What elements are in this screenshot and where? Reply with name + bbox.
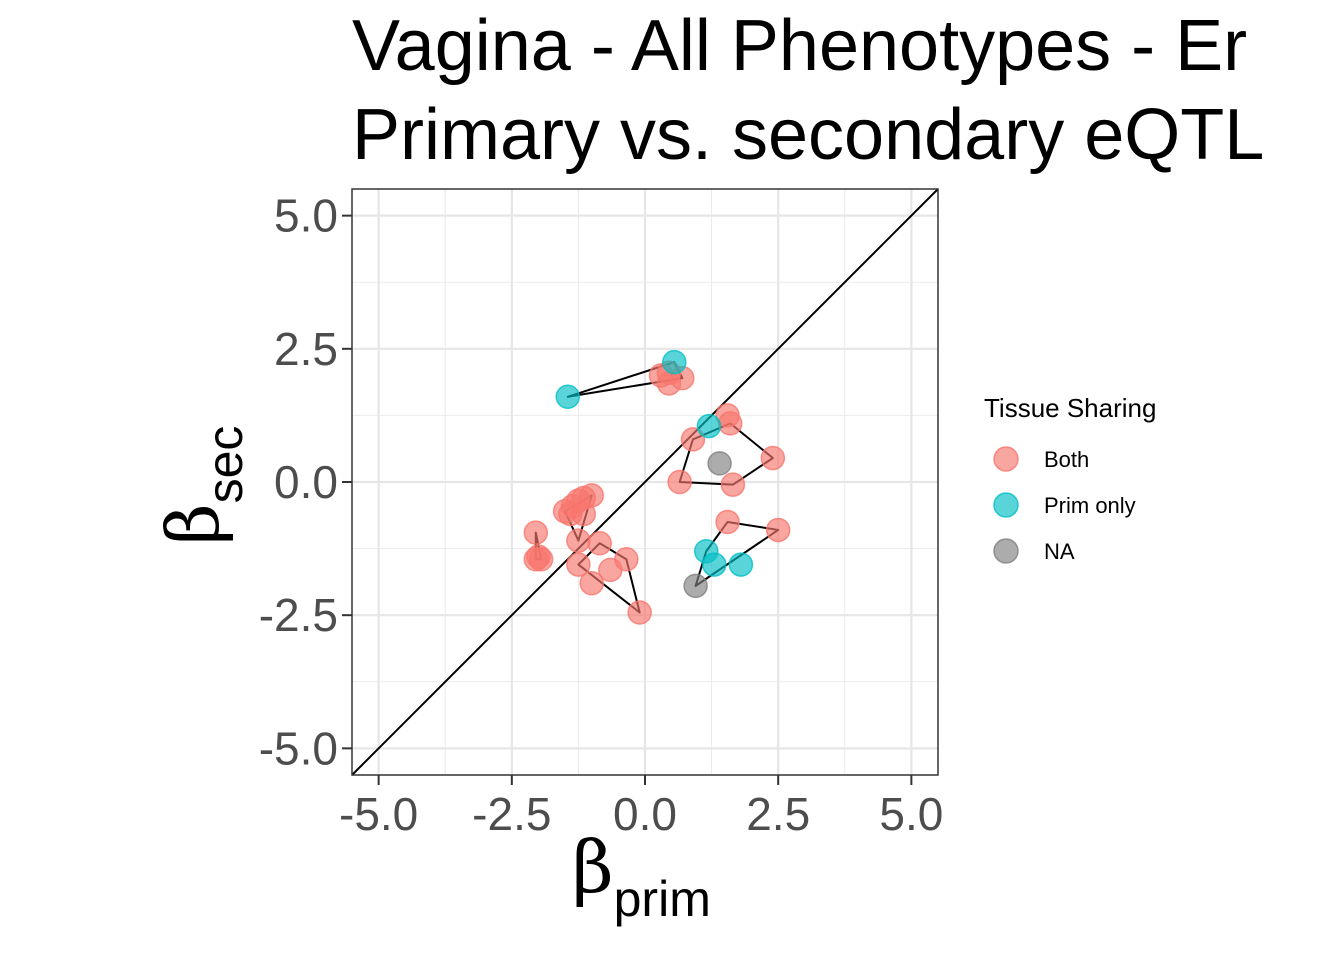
data-point: [662, 349, 687, 375]
data-point: [523, 520, 549, 545]
legend-title: Tissue Sharing: [984, 393, 1156, 423]
y-axis-symbol: β: [151, 503, 235, 545]
legend-label-prim-only: Prim only: [1044, 493, 1136, 518]
y-tick-label: 0.0: [274, 456, 338, 508]
legend-key-na: [993, 538, 1019, 564]
legend-key-prim-only: [993, 492, 1019, 518]
y-tick-label: 5.0: [274, 190, 338, 242]
data-point: [566, 552, 591, 577]
data-point: [765, 517, 791, 543]
x-tick-label: 5.0: [879, 788, 943, 840]
y-axis-ticks: 5.0 2.5 0.0 -2.5 -5.0: [259, 190, 352, 774]
legend-label-both: Both: [1044, 447, 1089, 472]
x-axis-title: βprim: [572, 825, 711, 927]
chart-title-line-1: Vagina - All Phenotypes - Er: [352, 6, 1247, 86]
data-point: [627, 600, 652, 625]
data-point: [715, 509, 740, 535]
x-tick-label: -2.5: [472, 788, 551, 840]
legend-label-na: NA: [1044, 539, 1075, 564]
x-axis-ticks: -5.0 -2.5 0.0 2.5 5.0: [339, 775, 943, 840]
x-tick-label: 0.0: [613, 788, 677, 840]
data-point: [571, 501, 596, 527]
identity-reference-line: [351, 188, 939, 776]
x-tick-label: 2.5: [746, 788, 810, 840]
y-tick-label: 2.5: [274, 323, 338, 375]
data-point: [760, 445, 786, 471]
series-prim-only: [555, 349, 754, 577]
y-axis-subscript: sec: [197, 426, 253, 504]
series-na: [683, 451, 732, 599]
data-point: [528, 546, 554, 572]
y-axis-title: βsec: [151, 426, 253, 545]
y-tick-label: -2.5: [259, 589, 338, 641]
data-point: [696, 413, 722, 439]
data-point: [656, 371, 682, 396]
data-point: [707, 451, 732, 476]
y-tick-label: -5.0: [259, 722, 338, 774]
legend: Tissue Sharing Both Prim only NA: [984, 393, 1156, 564]
x-tick-label: -5.0: [339, 788, 418, 840]
data-point: [614, 546, 639, 572]
data-point: [702, 552, 727, 577]
data-point: [728, 552, 754, 577]
data-point: [566, 528, 591, 553]
data-point: [683, 573, 708, 599]
data-point: [587, 531, 612, 556]
chart-title-line-2: Primary vs. secondary eQTL: [352, 95, 1264, 175]
x-axis-subscript: prim: [614, 871, 711, 927]
data-point: [555, 384, 581, 410]
x-axis-symbol: β: [572, 825, 614, 909]
data-point: [667, 469, 692, 495]
data-points: [523, 349, 791, 625]
data-point: [680, 427, 706, 452]
data-point: [579, 570, 604, 596]
data-point: [717, 411, 743, 436]
data-point: [720, 472, 746, 497]
legend-key-both: [993, 446, 1019, 472]
